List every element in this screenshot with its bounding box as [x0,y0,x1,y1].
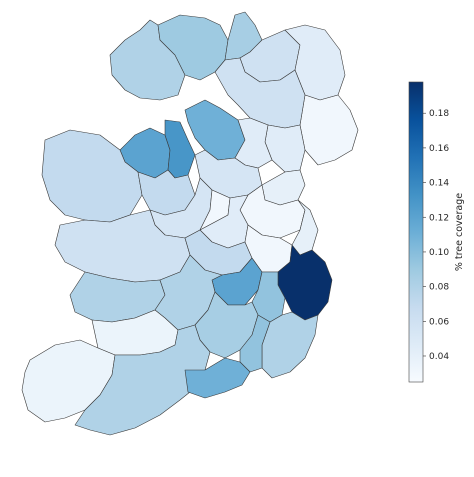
region-armagh[interactable] [264,124,306,173]
colorbar-tick-label: 0.16 [429,144,449,154]
colorbar-tick-label: 0.18 [429,109,449,119]
region-down[interactable] [299,94,359,166]
region-cork[interactable] [74,324,211,436]
region-fermanagh-east[interactable] [184,99,246,161]
region-wexford[interactable] [261,311,319,379]
region-waterford[interactable] [184,357,251,399]
colorbar-tick-label: 0.04 [429,352,449,362]
region-leitrim[interactable] [164,119,196,179]
colorbar-tick-label: 0.06 [429,317,449,327]
colorbar: 0.04 0.06 0.08 0.10 0.12 0.14 0.16 0.18 % tree … [408,81,465,383]
colorbar-axis-label: % tree coverage [454,193,465,271]
colorbar-tick-label: 0.10 [429,248,449,258]
region-kilkenny[interactable] [239,314,271,373]
colorbar-tick-label: 0.12 [429,213,449,223]
colorbar-tick-label: 0.08 [429,283,449,293]
ireland-map [21,11,359,436]
colorbar-gradient-bar [408,81,424,383]
region-mayo[interactable] [41,129,143,223]
region-monaghan[interactable] [234,117,273,169]
region-louth[interactable] [261,169,306,206]
colorbar-tick-label: 0.14 [429,179,449,189]
colorbar-ticks: 0.04 0.06 0.08 0.10 0.12 0.14 0.16 0.18 [423,109,449,362]
